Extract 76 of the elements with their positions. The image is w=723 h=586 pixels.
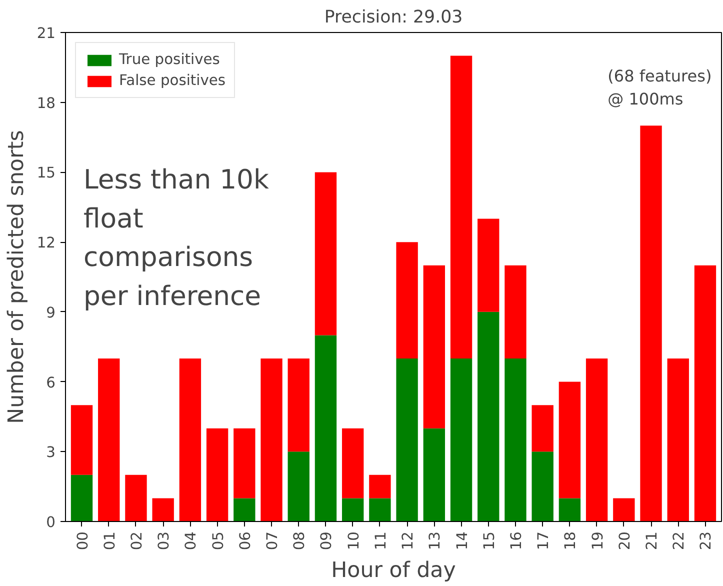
bar	[206, 428, 228, 522]
bar	[640, 126, 662, 522]
bar	[478, 218, 500, 312]
bar	[342, 498, 364, 522]
bar	[179, 358, 202, 522]
bar	[314, 172, 337, 336]
bar	[288, 358, 310, 452]
bar	[504, 265, 526, 358]
x-tick-label: 11	[372, 531, 390, 550]
bar	[478, 312, 500, 522]
x-tick-label: 21	[644, 531, 661, 550]
y-tick-label: 12	[36, 234, 56, 252]
bar	[450, 358, 472, 522]
bar	[369, 474, 391, 498]
x-tick-label: 15	[480, 531, 498, 550]
bar	[152, 498, 174, 522]
bar	[450, 56, 472, 358]
bar	[613, 498, 635, 522]
bar	[532, 405, 554, 452]
x-tick-label: 07	[264, 531, 282, 550]
x-tick-label: 00	[74, 531, 92, 550]
chart-title: Precision: 29.03	[324, 8, 463, 28]
bar	[260, 358, 282, 522]
x-tick-label: 22	[670, 531, 688, 550]
bar	[234, 428, 256, 498]
x-tick-label: 12	[400, 531, 417, 550]
x-tick-label: 02	[128, 531, 146, 550]
bar	[98, 358, 120, 522]
x-tick-label: 17	[535, 531, 552, 550]
y-tick-label: 21	[36, 25, 56, 42]
x-tick-label: 23	[698, 531, 715, 550]
y-axis-title: Number of predicted snorts	[4, 130, 29, 424]
bar	[70, 474, 93, 522]
bar	[532, 452, 554, 522]
x-tick-label: 03	[156, 531, 173, 550]
legend-label: False positives	[119, 72, 226, 89]
bar	[504, 358, 526, 522]
x-tick-label: 18	[562, 531, 580, 550]
bar	[694, 265, 716, 522]
bar	[396, 358, 418, 522]
x-tick-label: 05	[210, 531, 227, 550]
annotation: Less than 10k float comparisons per inference	[84, 164, 270, 312]
bar	[288, 452, 310, 522]
x-tick-label: 10	[345, 531, 362, 550]
y-tick-label: 3	[46, 444, 56, 462]
y-tick-label: 18	[36, 94, 56, 112]
bar	[558, 498, 581, 522]
x-tick-label: 06	[236, 531, 254, 550]
x-tick-label: 04	[182, 531, 200, 550]
x-tick-label: 09	[318, 531, 336, 550]
bar	[234, 498, 256, 522]
y-tick-label: 15	[36, 164, 56, 182]
bar	[369, 498, 391, 522]
bar	[423, 428, 446, 522]
x-tick-label: 20	[616, 531, 634, 550]
bar	[586, 358, 608, 522]
bar	[558, 382, 581, 498]
y-tick-label: 6	[46, 374, 56, 392]
x-tick-label: 16	[508, 531, 525, 550]
bar	[314, 335, 337, 522]
x-tick-label: 14	[454, 531, 471, 550]
bar	[667, 358, 689, 522]
x-tick-label: 01	[101, 531, 118, 550]
x-tick-label: 08	[291, 531, 308, 550]
y-tick-label: 0	[46, 514, 56, 531]
x-axis-title: Hour of day	[331, 558, 456, 584]
y-tick-label: 9	[46, 304, 56, 322]
annotation: (68 features) @ 100ms	[608, 66, 712, 109]
bar	[396, 242, 418, 358]
bar	[70, 405, 93, 475]
bar	[125, 474, 147, 522]
legend-label: True positives	[119, 51, 220, 68]
bar	[342, 428, 364, 498]
x-tick-label: 19	[589, 531, 606, 550]
bar	[423, 265, 446, 428]
x-tick-label: 13	[426, 531, 444, 550]
